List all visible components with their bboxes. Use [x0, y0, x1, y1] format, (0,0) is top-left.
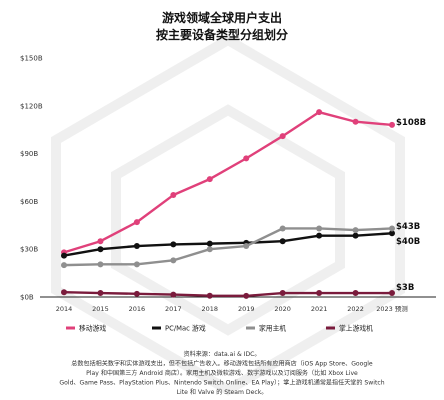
data-point	[133, 290, 140, 297]
legend-item: 移动游戏	[66, 324, 106, 333]
data-point	[279, 133, 286, 140]
x-tick-label: 2015	[92, 305, 109, 313]
data-point	[243, 292, 250, 299]
series-2	[61, 225, 395, 269]
source-line: Gold、Game Pass、PlayStation Plus、Nintendo…	[59, 379, 384, 387]
chart-subtitle: 按主要设备类型分组划分	[156, 27, 288, 42]
series-line	[63, 232, 393, 257]
series-1	[61, 230, 395, 259]
data-point	[97, 290, 104, 297]
data-point	[243, 155, 250, 162]
y-tick-label: $90B	[20, 150, 38, 158]
y-tick-label: $30B	[20, 246, 38, 254]
legend: 移动游戏 PC/Mac 游戏 家用主机 掌上游戏机	[66, 324, 373, 333]
x-tick-label: 2018	[202, 305, 219, 313]
data-point	[97, 261, 104, 268]
data-point	[352, 232, 359, 239]
x-tick-label: 2022	[347, 305, 364, 313]
data-point	[316, 232, 323, 239]
data-point	[389, 230, 395, 237]
data-point	[243, 243, 250, 250]
x-tick-label: 2016	[129, 305, 146, 313]
data-point	[279, 290, 286, 297]
legend-label: PC/Mac 游戏	[165, 324, 206, 333]
data-point	[206, 246, 213, 253]
x-tick-label: 2021	[311, 305, 328, 313]
source-line: 资料来源：data.ai & IDC。	[183, 350, 260, 358]
data-point	[170, 291, 177, 298]
data-point	[352, 227, 359, 234]
x-tick-label: 2023 预测	[376, 304, 408, 313]
x-axis: 2014 2015 2016 2017 2018 2019 2020 2021 2022 2023…	[56, 304, 409, 313]
data-point	[316, 290, 323, 297]
watermark-logo	[51, 34, 405, 396]
end-labels: $108B $40B $43B $3B	[396, 118, 426, 293]
series-line	[63, 227, 393, 267]
legend-item: PC/Mac 游戏	[152, 324, 206, 333]
data-point	[352, 290, 359, 297]
legend-label: 掌上游戏机	[339, 324, 373, 333]
x-tick-label: 2020	[274, 305, 291, 313]
data-point	[133, 261, 140, 268]
legend-item: 掌上游戏机	[326, 324, 373, 333]
data-point	[206, 176, 213, 183]
series-end-label: $43B	[396, 222, 420, 232]
series-3	[61, 289, 395, 299]
source-note: 资料来源：data.ai & IDC。总数包括相关数字和实体游戏支出，但不包括广…	[59, 350, 384, 396]
data-point	[133, 243, 140, 250]
data-point	[389, 225, 395, 232]
data-point	[61, 262, 67, 269]
data-point	[279, 225, 286, 232]
source-line: Play 和中国第三方 Android 商店）。家用主机及微软游戏、数字游戏以及…	[86, 369, 358, 377]
series-line	[63, 291, 392, 298]
data-point	[61, 289, 67, 296]
legend-item: 家用主机	[246, 324, 286, 333]
source-line: 总数包括相关数字和实体游戏支出，但不包括广告收入。移动游戏包括所有应用商店（iO…	[71, 360, 373, 368]
data-point	[352, 118, 359, 125]
y-axis: $0B $30B $60B $90B $120B $150B	[20, 55, 43, 302]
y-tick-label: $150B	[20, 55, 43, 63]
data-point	[133, 219, 140, 226]
data-point	[170, 241, 177, 248]
series-end-label: $3B	[396, 283, 414, 293]
source-line: Lite 和 Valve 的 Steam Deck。	[177, 388, 268, 396]
data-point	[97, 238, 104, 245]
y-tick-label: $60B	[20, 198, 38, 206]
x-tick-label: 2014	[56, 305, 73, 313]
legend-label: 移动游戏	[79, 324, 106, 333]
data-point	[61, 252, 67, 259]
series-line	[63, 110, 393, 254]
data-point	[97, 246, 104, 253]
chart-title: 游戏领域全球用户支出	[162, 10, 282, 25]
series-group	[61, 109, 395, 299]
y-tick-label: $120B	[20, 102, 43, 110]
data-point	[389, 121, 395, 128]
series-0	[61, 109, 395, 256]
data-point	[389, 290, 395, 297]
data-point	[170, 257, 177, 264]
y-tick-label: $0B	[20, 294, 34, 302]
data-point	[206, 292, 213, 299]
x-tick-label: 2017	[165, 305, 182, 313]
data-point	[279, 238, 286, 245]
data-point	[316, 109, 323, 116]
data-point	[170, 192, 177, 199]
data-point	[316, 225, 323, 232]
series-end-label: $40B	[396, 237, 420, 247]
series-end-label: $108B	[396, 118, 426, 128]
x-tick-label: 2019	[238, 305, 255, 313]
legend-label: 家用主机	[259, 324, 286, 333]
data-point	[206, 240, 213, 247]
